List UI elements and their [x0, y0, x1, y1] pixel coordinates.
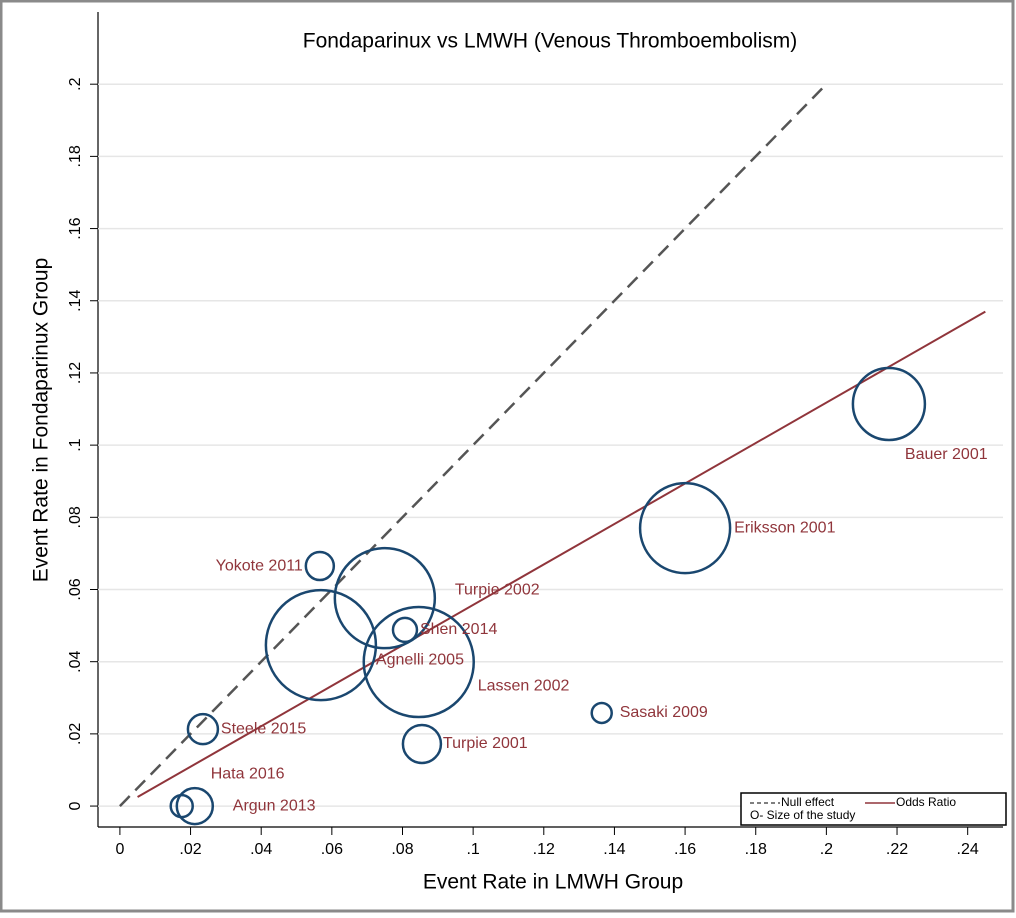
point-label: Sasaki 2009: [620, 704, 708, 721]
point-label: Lassen 2002: [478, 677, 570, 694]
point-label: Turpie 2001: [443, 735, 528, 752]
y-tick-label: 0: [67, 802, 84, 811]
x-tick-label: .2: [820, 841, 833, 858]
y-tick-label: .12: [67, 362, 84, 384]
bubble: [175, 786, 215, 826]
y-tick-label: .18: [67, 145, 84, 167]
x-tick-label: .04: [250, 841, 272, 858]
x-tick-label: 0: [115, 841, 124, 858]
y-axis-label: Event Rate in Fondaparinux Group: [30, 258, 53, 583]
x-tick-label: .1: [466, 841, 479, 858]
x-tick-label: .08: [391, 841, 413, 858]
y-tick-label: .04: [67, 650, 84, 672]
y-tick-label: .16: [67, 217, 84, 239]
point-label: Agnelli 2005: [376, 651, 464, 668]
point-label: Turpie 2002: [455, 581, 540, 598]
legend-box: [740, 792, 1007, 826]
x-tick-label: .22: [886, 841, 908, 858]
x-tick-label: .02: [179, 841, 201, 858]
bubble: [590, 701, 613, 725]
bubble: [851, 366, 927, 442]
point-label: Argun 2013: [233, 797, 316, 814]
point-label: Steele 2015: [221, 720, 307, 737]
bubble: [304, 550, 336, 582]
x-tick-label: .06: [321, 841, 343, 858]
point-label: Hata 2016: [211, 765, 285, 782]
x-tick-label: .18: [745, 841, 767, 858]
bubble: [362, 605, 475, 719]
y-tick-label: .08: [67, 506, 84, 528]
x-tick-label: .24: [957, 841, 979, 858]
legend-note: O- Size of the study: [750, 808, 855, 822]
bubble: [401, 723, 443, 765]
bubble: [264, 588, 378, 702]
bubble: [391, 616, 419, 644]
y-tick-label: .14: [67, 290, 84, 312]
point-label: Yokote 2011: [216, 557, 303, 574]
y-tick-label: .02: [67, 723, 84, 745]
x-tick-label: .12: [533, 841, 555, 858]
bubble: [638, 481, 732, 575]
x-tick-label: .14: [603, 841, 625, 858]
chart-title: Fondaparinux vs LMWH (Venous Thromboembo…: [303, 30, 797, 53]
line: [119, 83, 828, 807]
point-label: Bauer 2001: [905, 446, 988, 463]
y-tick-label: .2: [67, 77, 84, 90]
point-label: Eriksson 2001: [734, 519, 835, 536]
x-tick-label: .16: [674, 841, 696, 858]
y-tick-label: .1: [67, 438, 84, 451]
x-axis-label: Event Rate in LMWH Group: [423, 871, 683, 894]
y-tick-label: .06: [67, 578, 84, 600]
legend-label: Null effect: [781, 795, 835, 809]
bubble: [333, 546, 437, 650]
legend-label: Odds Ratio: [896, 795, 956, 809]
point-label: Shen 2014: [420, 621, 498, 638]
bubble: [186, 712, 220, 746]
line: [137, 310, 986, 798]
